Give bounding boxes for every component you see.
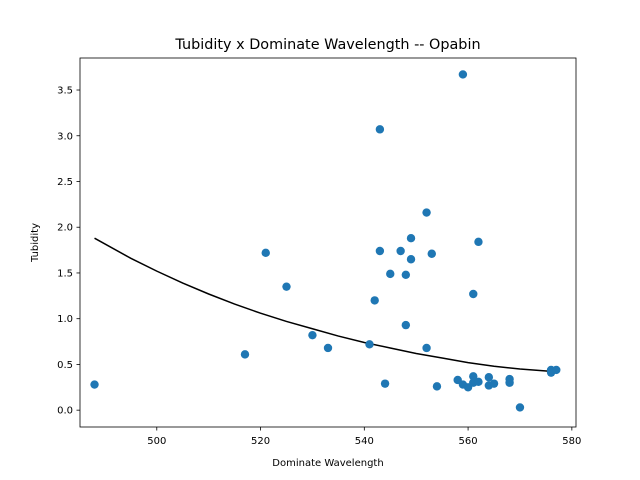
scatter-point: [282, 282, 291, 291]
x-axis-label: Dominate Wavelength: [272, 458, 383, 469]
scatter-point: [474, 237, 483, 247]
y-axis-ticks: 0.0 0.5 1.0 1.5 2.0 2.5 3.0 3.5: [57, 86, 80, 417]
scatter-point: [396, 246, 405, 256]
scatter-point: [489, 379, 499, 388]
scatter-point: [505, 378, 514, 387]
scatter-point: [375, 246, 385, 256]
scatter-point: [380, 379, 390, 388]
x-tick-label: 500: [147, 436, 166, 447]
y-tick-label: 2.5: [57, 177, 73, 188]
x-tick-label: 520: [251, 436, 270, 447]
scatter-point: [469, 372, 478, 381]
scatter-point: [375, 125, 385, 134]
scatter-point: [458, 70, 468, 79]
y-axis-label: Tubidity: [30, 223, 41, 263]
scatter-point: [427, 249, 436, 258]
scatter-point: [432, 382, 442, 391]
scatter-point: [406, 255, 416, 264]
scatter-point: [422, 208, 431, 217]
y-tick-label: 0.5: [57, 360, 73, 371]
scatter-point: [90, 380, 99, 389]
scatter-point: [261, 248, 270, 258]
y-tick-label: 3.0: [57, 131, 73, 142]
y-tick-label: 0.0: [57, 406, 73, 417]
scatter-point: [308, 330, 317, 340]
y-tick-label: 1.0: [57, 314, 73, 325]
plot-frame: [79, 57, 577, 428]
scatter-point: [474, 377, 483, 387]
scatter-point: [515, 403, 525, 412]
trend-line-layer: [94, 237, 557, 373]
x-tick-label: 580: [562, 436, 581, 447]
scatter-point: [422, 343, 431, 353]
scatter-point: [484, 373, 494, 382]
x-axis-ticks: 500 520 540 560 580: [147, 427, 581, 447]
scatter-point: [401, 320, 411, 330]
y-tick-label: 3.5: [57, 86, 73, 97]
scatter-point: [406, 234, 416, 243]
scatter-point: [323, 343, 333, 353]
y-tick-label: 2.0: [57, 223, 73, 234]
scatter-point: [240, 350, 250, 359]
trend-line: [94, 237, 557, 373]
x-tick-label: 560: [459, 436, 478, 447]
scatter-point: [401, 270, 411, 279]
x-tick-label: 540: [355, 436, 374, 447]
scatter-point: [469, 289, 478, 299]
plot-area: [80, 58, 576, 427]
scatter-points-layer: [90, 70, 561, 412]
scatter-point: [365, 340, 374, 349]
scatter-point: [552, 365, 561, 375]
scatter-point: [370, 296, 379, 305]
y-tick-label: 1.5: [57, 268, 73, 279]
chart-title: Tubidity x Dominate Wavelength -- Opabin: [174, 37, 480, 53]
scatter-point: [386, 269, 395, 279]
